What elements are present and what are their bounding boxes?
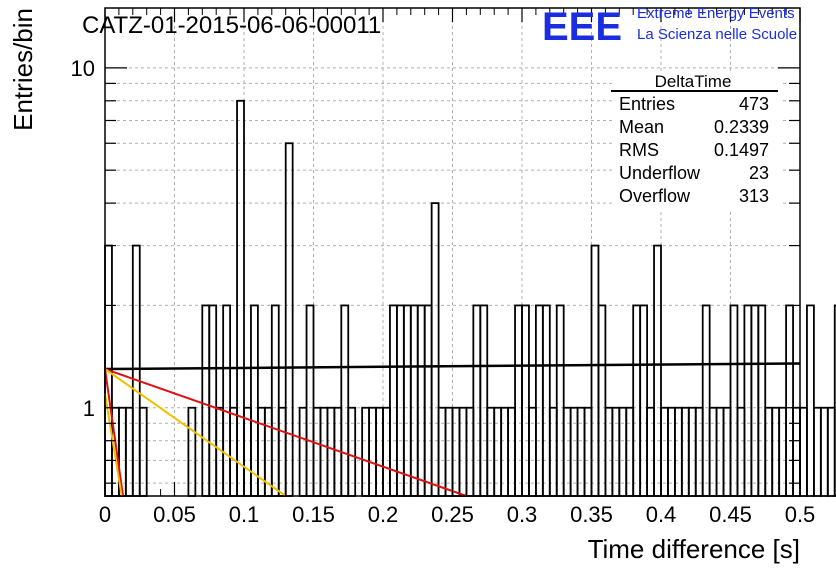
- stats-label: Overflow: [619, 186, 691, 206]
- fit-line-red-slope: [104, 368, 467, 497]
- x-tick-label: 0.35: [570, 502, 613, 527]
- stats-label: Entries: [619, 94, 675, 114]
- histogram-bin: [833, 304, 836, 497]
- logo-mark: EEE: [542, 5, 622, 49]
- logo-line-1: Extreme Energy Events: [637, 5, 795, 22]
- y-axis-label: Entries/bin: [8, 8, 38, 131]
- y-tick-labels: 1 10: [71, 56, 95, 421]
- stats-label: Mean: [619, 117, 664, 137]
- stats-box-background: [612, 72, 782, 210]
- fit-line-yellow-slope: [104, 368, 287, 497]
- stats-value: 473: [739, 94, 769, 114]
- fit-lines: [104, 362, 801, 497]
- logo-line-2: La Scienza nelle Scuole: [637, 26, 797, 43]
- fit-line-yellow-steep: [104, 393, 123, 497]
- stats-box: DeltaTime Entries 473 Mean 0.2339 RMS 0.1497 U…: [611, 72, 782, 210]
- stats-value: 0.1497: [714, 140, 769, 160]
- x-tick-label: 0.05: [153, 502, 196, 527]
- x-tick-label: 0.25: [431, 502, 474, 527]
- x-tick-label: 0.5: [785, 502, 816, 527]
- stats-box-title: DeltaTime: [655, 72, 732, 91]
- x-tick-label: 0.45: [709, 502, 752, 527]
- axis-ticks: [104, 8, 801, 496]
- chart-title: CATZ-01-2015-06-06-00011: [82, 12, 381, 39]
- x-tick-label: 0.4: [646, 502, 677, 527]
- stats-label: RMS: [619, 140, 659, 160]
- x-tick-labels: 0 0.05 0.1 0.15 0.2 0.25 0.3 0.35 0.4 0.45 0.5: [99, 502, 815, 527]
- x-tick-label: 0: [99, 502, 111, 527]
- x-axis-label: Time difference [s]: [588, 534, 800, 564]
- stats-value: 313: [739, 186, 769, 206]
- stats-label: Underflow: [619, 163, 701, 183]
- stats-rows: Entries 473 Mean 0.2339 RMS 0.1497 Underflow 23…: [619, 94, 769, 206]
- stats-value: 23: [749, 163, 769, 183]
- x-tick-label: 0.2: [368, 502, 399, 527]
- y-tick-label: 10: [71, 56, 95, 81]
- x-tick-label: 0.15: [292, 502, 335, 527]
- fit-line-flat: [104, 362, 801, 371]
- eee-logo: EEE Extreme Energy Events La Scienza nel…: [542, 5, 797, 49]
- fit-line-red-steep: [104, 368, 125, 497]
- x-tick-label: 0.3: [507, 502, 538, 527]
- x-tick-label: 0.1: [229, 502, 260, 527]
- stats-value: 0.2339: [714, 117, 769, 137]
- histogram-bin: [806, 304, 815, 497]
- y-tick-label: 1: [83, 396, 95, 421]
